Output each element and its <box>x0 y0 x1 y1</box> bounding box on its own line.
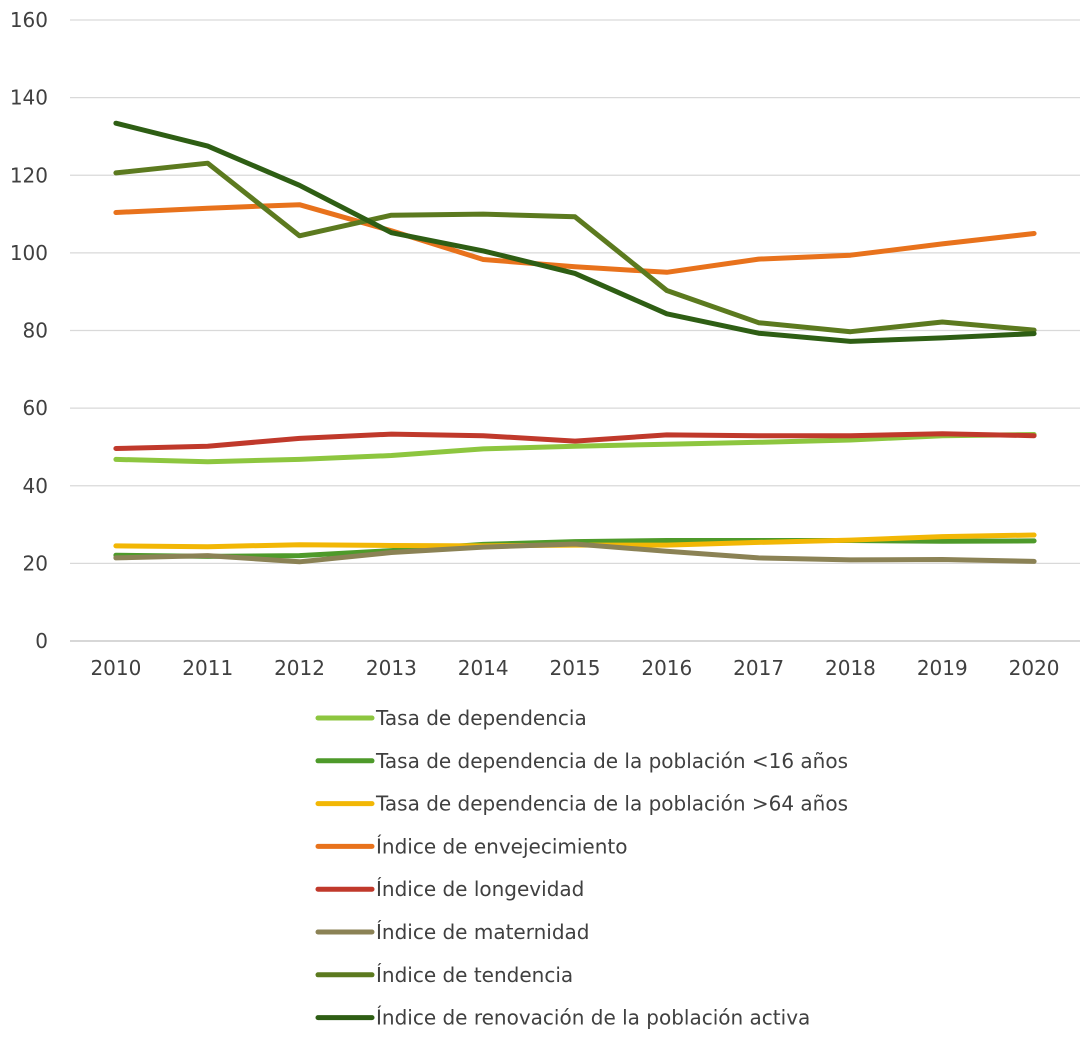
x-axis-tick-labels: 2010 2011 2012 2013 2014 2015 2016 2017 2018 2019… <box>90 656 1059 680</box>
x-tick-label: 2012 <box>274 656 325 680</box>
legend-label: Índice de envejecimiento <box>376 834 627 858</box>
series-line-6 <box>113 541 1037 565</box>
series-line-1 <box>113 432 1037 465</box>
x-tick-label: 2015 <box>550 656 601 680</box>
series-line-7 <box>113 160 1037 335</box>
x-tick-label: 2017 <box>733 656 784 680</box>
x-tick-label: 2013 <box>366 656 417 680</box>
y-tick-label: 100 <box>10 241 48 265</box>
series-line-4 <box>113 202 1037 275</box>
y-tick-label: 60 <box>23 396 48 420</box>
legend-label: Índice de longevidad <box>376 877 584 901</box>
legend-label: Tasa de dependencia <box>375 706 587 730</box>
legend-label: Índice de tendencia <box>376 963 573 987</box>
gridlines <box>70 19 1080 642</box>
legend-label: Índice de maternidad <box>376 920 589 944</box>
x-tick-label: 2018 <box>825 656 876 680</box>
legend: Tasa de dependencia Tasa de dependencia d… <box>315 706 848 1030</box>
y-tick-label: 140 <box>10 86 48 110</box>
x-tick-label: 2011 <box>182 656 233 680</box>
y-tick-label: 80 <box>23 319 48 343</box>
y-tick-label: 160 <box>10 8 48 32</box>
series-lines <box>113 120 1037 565</box>
x-tick-label: 2019 <box>917 656 968 680</box>
legend-label: Tasa de dependencia de la población <16 … <box>375 749 848 773</box>
x-tick-label: 2010 <box>90 656 141 680</box>
legend-label: Tasa de dependencia de la población >64 … <box>375 792 848 816</box>
x-tick-label: 2016 <box>641 656 692 680</box>
legend-label: Índice de renovación de la población act… <box>376 1006 810 1030</box>
y-tick-label: 0 <box>35 629 48 653</box>
y-tick-label: 40 <box>23 474 48 498</box>
y-tick-label: 20 <box>23 551 48 575</box>
y-tick-label: 120 <box>10 163 48 187</box>
series-line-8 <box>113 120 1037 344</box>
y-axis-tick-labels: 0 20 40 60 80 100 120 140 160 <box>10 8 48 653</box>
x-tick-label: 2014 <box>458 656 509 680</box>
series-line-5 <box>113 431 1037 451</box>
x-tick-label: 2020 <box>1009 656 1060 680</box>
